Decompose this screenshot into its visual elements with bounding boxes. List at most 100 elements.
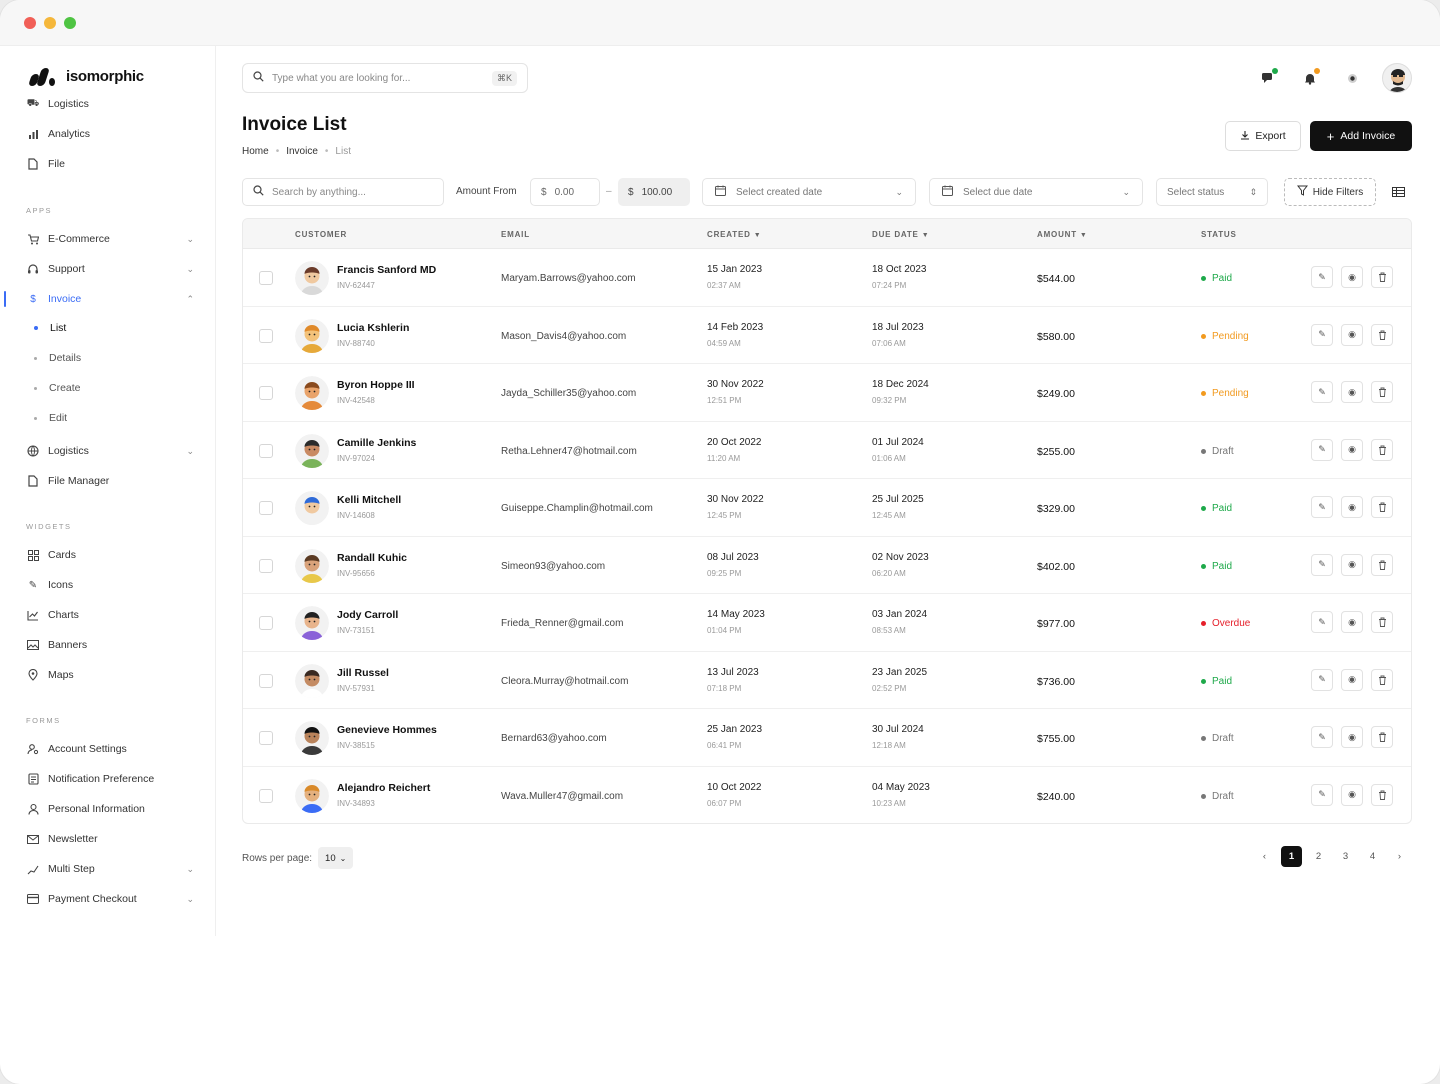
sidebar-item-newsletter[interactable]: Newsletter xyxy=(26,828,196,850)
view-eye-icon[interactable]: ◉ xyxy=(1341,266,1363,288)
edit-pencil-icon[interactable]: ✎ xyxy=(1311,611,1333,633)
row-checkbox[interactable] xyxy=(259,731,273,745)
settings-gear-icon[interactable] xyxy=(1340,66,1364,90)
sidebar-item-cards[interactable]: Cards xyxy=(26,544,196,566)
sidebar-item-file-manager[interactable]: File Manager xyxy=(26,470,196,492)
view-eye-icon[interactable]: ◉ xyxy=(1341,323,1363,346)
sidebar-item-notification-preference[interactable]: Notification Preference xyxy=(26,768,196,790)
delete-trash-icon[interactable] xyxy=(1371,381,1393,403)
sidebar-item-charts[interactable]: Charts xyxy=(26,604,196,626)
row-checkbox[interactable] xyxy=(259,501,273,515)
sidebar-item-icons[interactable]: ✎ Icons xyxy=(26,574,196,596)
sidebar-item-multi-step[interactable]: Multi Step ⌄ xyxy=(26,858,196,880)
delete-trash-icon[interactable] xyxy=(1371,266,1393,288)
table-row[interactable]: Byron Hoppe III INV-42548 Jayda_Schiller… xyxy=(243,364,1411,422)
add-invoice-button[interactable]: + Add Invoice xyxy=(1310,121,1412,151)
table-search-input[interactable]: Search by anything... xyxy=(242,178,444,206)
sidebar-subitem-create[interactable]: Create xyxy=(34,382,81,394)
row-checkbox[interactable] xyxy=(259,271,273,285)
edit-pencil-icon[interactable]: ✎ xyxy=(1311,726,1333,748)
table-row[interactable]: Randall Kuhic INV-95656 Simeon93@yahoo.c… xyxy=(243,537,1411,594)
delete-trash-icon[interactable] xyxy=(1371,496,1393,518)
sidebar-item-file[interactable]: File xyxy=(26,153,196,175)
user-avatar[interactable] xyxy=(1382,63,1412,93)
due-date-picker[interactable]: Select due date ⌄ xyxy=(929,178,1143,206)
column-header-amount[interactable]: AMOUNT ▼ xyxy=(1037,230,1088,239)
page-4[interactable]: 4 xyxy=(1369,851,1376,862)
view-eye-icon[interactable]: ◉ xyxy=(1341,726,1363,748)
table-row[interactable]: Kelli Mitchell INV-14608 Guiseppe.Champl… xyxy=(243,479,1411,537)
column-header-due-date[interactable]: DUE DATE ▼ xyxy=(872,230,929,239)
hide-filters-button[interactable]: Hide Filters xyxy=(1284,178,1376,206)
sidebar-item-banners[interactable]: Banners xyxy=(26,634,196,656)
edit-pencil-icon[interactable]: ✎ xyxy=(1311,266,1333,288)
table-row[interactable]: Jill Russel INV-57931 Cleora.Murray@hotm… xyxy=(243,652,1411,709)
sidebar-item-support[interactable]: Support ⌄ xyxy=(26,258,196,280)
view-eye-icon[interactable]: ◉ xyxy=(1341,553,1363,576)
maximize-window-dot[interactable] xyxy=(64,16,76,29)
column-settings-icon[interactable] xyxy=(1388,182,1408,202)
logo[interactable]: isomorphic xyxy=(28,66,144,86)
view-eye-icon[interactable]: ◉ xyxy=(1341,668,1363,691)
edit-pencil-icon[interactable]: ✎ xyxy=(1311,553,1333,576)
edit-pencil-icon[interactable]: ✎ xyxy=(1311,323,1333,346)
edit-pencil-icon[interactable]: ✎ xyxy=(1311,668,1333,691)
export-button[interactable]: Export xyxy=(1225,121,1301,151)
delete-trash-icon[interactable] xyxy=(1371,323,1393,346)
close-window-dot[interactable] xyxy=(24,16,36,29)
next-page-icon[interactable]: › xyxy=(1397,851,1402,862)
global-search-input[interactable]: Type what you are looking for... ⌘K xyxy=(242,63,528,93)
edit-pencil-icon[interactable]: ✎ xyxy=(1311,783,1333,806)
table-row[interactable]: Lucia Kshlerin INV-88740 Mason_Davis4@ya… xyxy=(243,307,1411,364)
status-select[interactable]: Select status ⇕ xyxy=(1156,178,1268,206)
table-row[interactable]: Alejandro Reichert INV-34893 Wava.Muller… xyxy=(243,767,1411,824)
row-checkbox[interactable] xyxy=(259,788,273,803)
edit-pencil-icon[interactable]: ✎ xyxy=(1311,381,1333,403)
sidebar-subitem-edit[interactable]: Edit xyxy=(34,412,67,424)
table-row[interactable]: Genevieve Hommes INV-38515 Bernard63@yah… xyxy=(243,709,1411,767)
breadcrumb-home[interactable]: Home xyxy=(242,146,269,157)
table-row[interactable]: Francis Sanford MD INV-62447 Maryam.Barr… xyxy=(243,249,1411,307)
sidebar-subitem-list[interactable]: List xyxy=(34,322,66,334)
row-checkbox[interactable] xyxy=(259,616,273,630)
view-eye-icon[interactable]: ◉ xyxy=(1341,783,1363,806)
sidebar-subitem-details[interactable]: Details xyxy=(34,352,81,364)
delete-trash-icon[interactable] xyxy=(1371,668,1393,691)
sidebar-item-maps[interactable]: Maps xyxy=(26,664,196,686)
delete-trash-icon[interactable] xyxy=(1371,553,1393,576)
table-row[interactable]: Jody Carroll INV-73151 Frieda_Renner@gma… xyxy=(243,594,1411,652)
breadcrumb-invoice[interactable]: Invoice xyxy=(286,146,318,157)
sidebar-item-ecommerce[interactable]: E-Commerce ⌄ xyxy=(26,228,196,250)
sidebar-item-analytics[interactable]: Analytics xyxy=(26,123,196,145)
amount-max-input[interactable]: $ 100.00 xyxy=(618,178,690,206)
edit-pencil-icon[interactable]: ✎ xyxy=(1311,438,1333,461)
page-2[interactable]: 2 xyxy=(1315,851,1322,862)
messages-icon[interactable] xyxy=(1256,66,1280,90)
sidebar-item-logistics-top[interactable]: ⛟ Logistics xyxy=(26,96,196,112)
page-1[interactable]: 1 xyxy=(1281,846,1302,867)
amount-min-input[interactable]: $ 0.00 xyxy=(530,178,600,206)
sidebar-item-logistics[interactable]: Logistics ⌄ xyxy=(26,440,196,462)
view-eye-icon[interactable]: ◉ xyxy=(1341,438,1363,461)
sidebar-item-invoice[interactable]: $ Invoice ⌃ xyxy=(26,288,196,310)
row-checkbox[interactable] xyxy=(259,328,273,343)
sidebar-item-account-settings[interactable]: Account Settings xyxy=(26,738,196,760)
row-checkbox[interactable] xyxy=(259,443,273,458)
created-date-picker[interactable]: Select created date ⌄ xyxy=(702,178,916,206)
delete-trash-icon[interactable] xyxy=(1371,783,1393,806)
row-checkbox[interactable] xyxy=(259,673,273,688)
table-row[interactable]: Camille Jenkins INV-97024 Retha.Lehner47… xyxy=(243,422,1411,479)
row-checkbox[interactable] xyxy=(259,558,273,573)
view-eye-icon[interactable]: ◉ xyxy=(1341,611,1363,633)
view-eye-icon[interactable]: ◉ xyxy=(1341,381,1363,403)
view-eye-icon[interactable]: ◉ xyxy=(1341,496,1363,518)
sidebar-item-payment-checkout[interactable]: Payment Checkout ⌄ xyxy=(26,888,196,910)
delete-trash-icon[interactable] xyxy=(1371,611,1393,633)
page-3[interactable]: 3 xyxy=(1342,851,1349,862)
minimize-window-dot[interactable] xyxy=(44,16,56,29)
previous-page-icon[interactable]: ‹ xyxy=(1262,851,1267,862)
delete-trash-icon[interactable] xyxy=(1371,726,1393,748)
rows-per-page-select[interactable]: 10 ⌄ xyxy=(318,847,354,869)
column-header-created[interactable]: CREATED ▼ xyxy=(707,230,761,239)
edit-pencil-icon[interactable]: ✎ xyxy=(1311,496,1333,518)
